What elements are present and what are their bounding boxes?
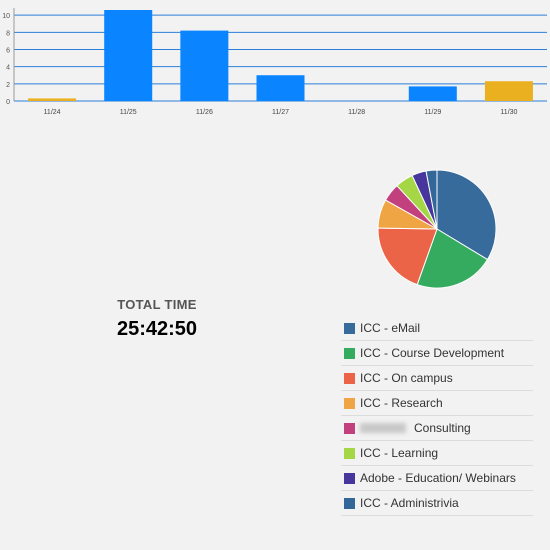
y-tick-label: 6 bbox=[6, 47, 10, 54]
y-tick-label: 8 bbox=[6, 30, 10, 37]
y-tick-label: 4 bbox=[6, 65, 10, 72]
daily-bar-chart: 0 2 4 6 8 10 11/24 11/25 11/26 11/27 11/28 11/29 11/… bbox=[2, 8, 547, 116]
legend-label: ICC - Course Development bbox=[360, 346, 505, 360]
legend-item: ICC - Course Development bbox=[341, 341, 533, 366]
legend-swatch bbox=[344, 422, 355, 434]
pie-slice-0 bbox=[436, 169, 497, 261]
x-tick-label: 11/28 bbox=[348, 109, 365, 116]
x-tick-label: 11/27 bbox=[272, 109, 289, 116]
legend-label: Consulting bbox=[414, 421, 471, 435]
category-pie-chart bbox=[377, 169, 497, 289]
legend-label: ICC - Learning bbox=[360, 446, 439, 460]
legend-label: Adobe - Education/ Webinars bbox=[360, 471, 516, 485]
pie-legend: ICC - eMail ICC - Course Development ICC -… bbox=[341, 316, 533, 516]
bar-11-29 bbox=[408, 86, 457, 101]
pie-slice-2 bbox=[377, 227, 438, 286]
legend-item: ICC - Research bbox=[341, 391, 533, 416]
legend-item: ICC - On campus bbox=[341, 366, 533, 391]
x-tick-label: 11/29 bbox=[424, 109, 441, 116]
x-tick-label: 11/30 bbox=[500, 109, 517, 116]
bar-11-24 bbox=[28, 98, 77, 101]
y-tick-label: 2 bbox=[6, 82, 10, 89]
legend-swatch bbox=[344, 397, 355, 409]
legend-swatch bbox=[344, 447, 355, 459]
bar-11-30 bbox=[484, 81, 533, 101]
legend-label: ICC - Research bbox=[360, 396, 443, 410]
legend-label: ICC - Administrivia bbox=[360, 496, 459, 510]
legend-swatch bbox=[344, 497, 355, 509]
bar-11-26 bbox=[180, 30, 229, 101]
x-tick-label: 11/25 bbox=[120, 109, 137, 116]
total-time-label: TOTAL TIME bbox=[117, 297, 197, 312]
bar-11-25 bbox=[104, 10, 153, 101]
legend-swatch bbox=[344, 472, 355, 484]
pie-slice-1 bbox=[416, 228, 489, 289]
legend-swatch bbox=[344, 347, 355, 359]
x-tick-label: 11/26 bbox=[196, 109, 213, 116]
legend-item: Adobe - Education/ Webinars bbox=[341, 466, 533, 491]
bar-11-27 bbox=[256, 75, 305, 101]
y-tick-label: 0 bbox=[6, 99, 10, 106]
legend-label: ICC - eMail bbox=[360, 321, 421, 335]
total-time-panel: TOTAL TIME 25:42:50 bbox=[92, 297, 222, 341]
legend-item: ICC - eMail bbox=[341, 316, 533, 341]
legend-item: Consulting bbox=[341, 416, 533, 441]
redacted-name bbox=[360, 423, 406, 433]
legend-item: ICC - Administrivia bbox=[341, 491, 533, 516]
total-time-value: 25:42:50 bbox=[116, 318, 198, 340]
x-tick-label: 11/24 bbox=[44, 109, 61, 116]
legend-label: ICC - On campus bbox=[360, 371, 453, 385]
pie-slice-7 bbox=[425, 169, 438, 230]
legend-swatch bbox=[344, 372, 355, 384]
legend-swatch bbox=[344, 322, 355, 334]
legend-item: ICC - Learning bbox=[341, 441, 533, 466]
y-tick-label: 10 bbox=[2, 13, 10, 20]
